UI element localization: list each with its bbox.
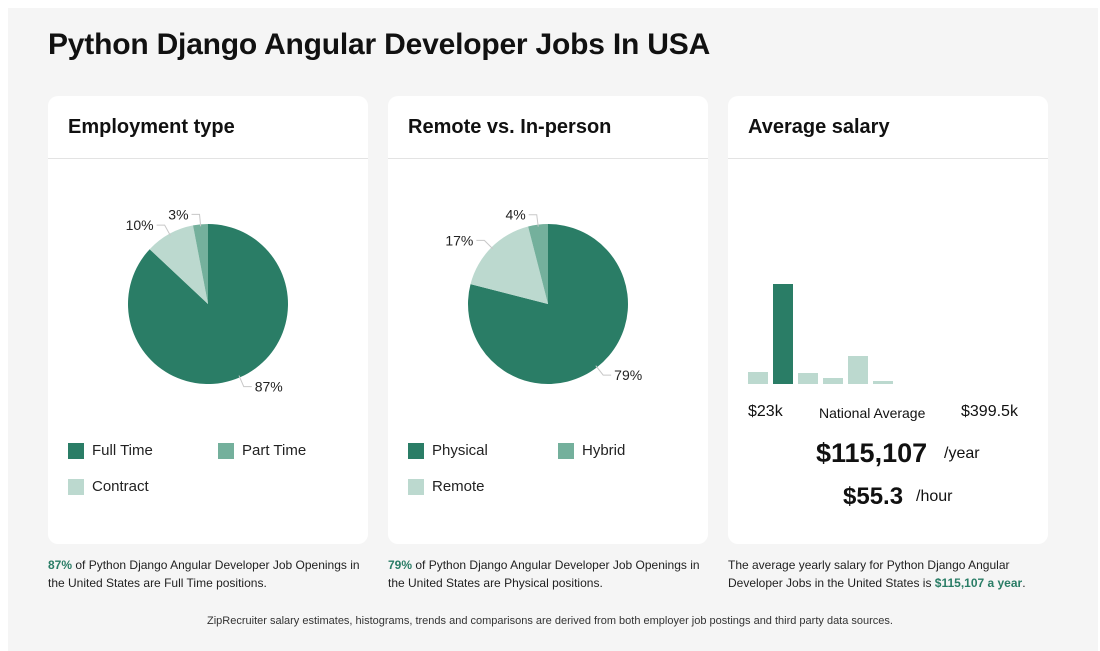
pie-slice-contract	[149, 225, 208, 304]
caption-highlight: 87%	[48, 558, 73, 572]
histogram-bar-4	[823, 378, 843, 384]
pie-label-full-time: 87%	[255, 379, 283, 395]
card-divider	[48, 158, 368, 159]
hourly-salary-value: $55.3	[843, 483, 904, 510]
pie-leader-line	[156, 224, 171, 236]
legend-item-remote: Remote	[408, 478, 485, 495]
pie-label-hybrid: 4%	[505, 207, 525, 223]
caption-highlight: $115,107 a year	[934, 576, 1023, 590]
average-salary-title: Average salary	[748, 116, 890, 138]
remote-vs-in-person-caption: 79% of Python Django Angular Developer J…	[388, 556, 708, 592]
caption-text: of Python Django Angular Developer Job O…	[388, 558, 700, 590]
salary-min-label: $23k	[748, 403, 783, 420]
salary-histogram	[748, 284, 893, 384]
hourly-salary-unit: /hour	[916, 488, 953, 505]
national-average-label: National Average	[819, 405, 926, 421]
card-divider	[728, 158, 1048, 159]
caption-highlight: 79%	[388, 558, 413, 572]
legend-label: Contract	[92, 478, 149, 495]
remote-vs-in-person-pie-chart: 79% 17% 4%	[445, 207, 642, 384]
employment-type-caption: 87% of Python Django Angular Developer J…	[48, 556, 368, 592]
histogram-bar-5	[848, 356, 868, 384]
pie-leader-line	[191, 213, 202, 227]
pie-label-contract: 10%	[126, 217, 154, 233]
page-title: Python Django Angular Developer Jobs In …	[48, 28, 711, 61]
remote-vs-in-person-title: Remote vs. In-person	[408, 116, 612, 138]
legend-swatch	[218, 442, 234, 459]
legend-item-part-time: Part Time	[218, 442, 306, 459]
caption-text: The average yearly salary for Python Dja…	[728, 558, 1010, 590]
average-salary-caption: The average yearly salary for Python Dja…	[728, 556, 1048, 592]
pie-label-physical: 79%	[614, 367, 642, 383]
legend-label: Hybrid	[582, 442, 626, 459]
pie-leader-line	[238, 375, 252, 388]
histogram-bar-2	[773, 284, 793, 384]
legend-label: Remote	[432, 478, 485, 495]
pie-label-remote: 17%	[445, 232, 473, 248]
legend-label: Full Time	[92, 442, 153, 459]
employment-type-card: Employment type 87% 10% 3% Full Time Part …	[48, 96, 368, 544]
histogram-bar-1	[748, 372, 768, 384]
legend-swatch	[408, 442, 424, 459]
employment-type-title: Employment type	[68, 116, 235, 138]
pie-label-part-time: 3%	[168, 206, 188, 222]
legend-swatch	[68, 442, 84, 459]
legend-item-full-time: Full Time	[68, 442, 153, 459]
yearly-salary-value: $115,107	[816, 438, 928, 468]
card-divider	[388, 158, 708, 159]
legend-swatch	[558, 442, 574, 459]
caption-text-end: .	[1022, 576, 1026, 590]
legend-item-hybrid: Hybrid	[558, 442, 625, 459]
pie-slice-remote	[470, 226, 548, 304]
histogram-bar-6	[873, 381, 893, 384]
pie-slice-hybrid	[528, 224, 548, 304]
legend-item-contract: Contract	[68, 478, 149, 495]
employment-type-pie-chart: 87% 10% 3%	[126, 206, 288, 395]
yearly-salary-unit: /year	[944, 445, 980, 462]
pie-leader-line	[476, 239, 494, 250]
average-salary-card: Average salary $23k National Average $39…	[728, 96, 1048, 544]
pie-leader-line	[595, 365, 612, 376]
legend-swatch	[408, 478, 424, 495]
caption-text: of Python Django Angular Developer Job O…	[48, 558, 360, 590]
legend-label: Part Time	[242, 442, 307, 459]
pie-leader-line	[528, 214, 539, 227]
histogram-bar-3	[798, 373, 818, 384]
pie-slice-part-time	[193, 224, 208, 304]
remote-vs-in-person-card: Remote vs. In-person 79% 17% 4% Physical H…	[388, 96, 708, 544]
legend-swatch	[68, 478, 84, 495]
legend-item-physical: Physical	[408, 442, 488, 459]
footer-disclaimer: ZipRecruiter salary estimates, histogram…	[207, 615, 893, 627]
legend-label: Physical	[432, 442, 488, 459]
salary-max-label: $399.5k	[961, 403, 1018, 420]
